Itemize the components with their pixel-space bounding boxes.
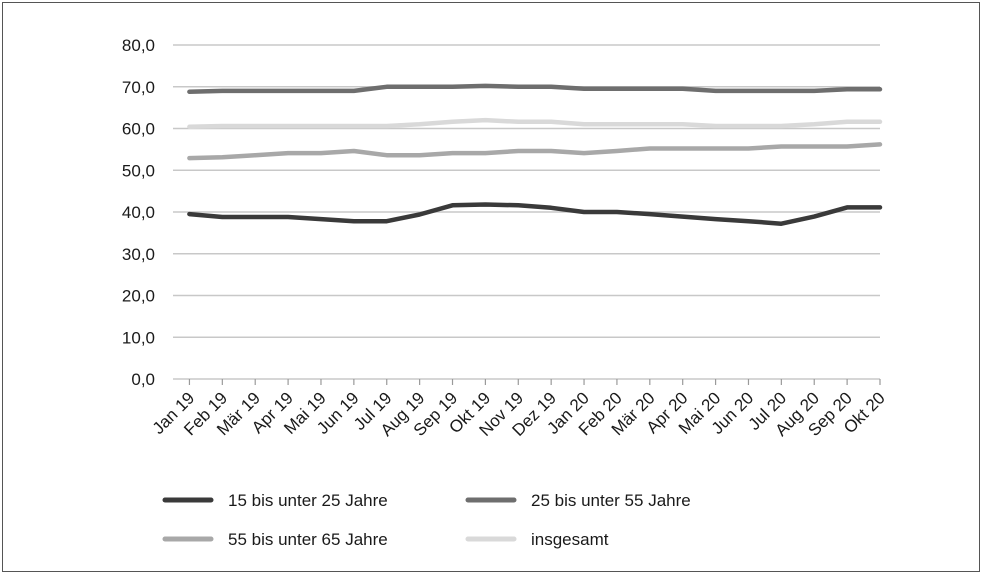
legend: 15 bis unter 25 Jahre 25 bis unter 55 Jah… bbox=[162, 491, 691, 549]
y-tick-label: 30,0 bbox=[122, 245, 155, 264]
series-line-4 bbox=[187, 117, 883, 130]
y-tick-label: 70,0 bbox=[122, 78, 155, 97]
y-tick-label: 20,0 bbox=[122, 287, 155, 306]
y-tick-label: 80,0 bbox=[122, 36, 155, 55]
y-tick-label: 10,0 bbox=[122, 328, 155, 347]
y-tick-label: 50,0 bbox=[122, 161, 155, 180]
series-lines bbox=[187, 83, 883, 226]
y-tick-label: 0,0 bbox=[131, 370, 155, 389]
y-axis: 0,0 10,0 20,0 30,0 40,0 50,0 60,0 70,0 80,0 bbox=[122, 36, 155, 389]
y-tick-label: 60,0 bbox=[122, 120, 155, 139]
legend-label: 25 bis unter 55 Jahre bbox=[531, 491, 691, 510]
series-line-2 bbox=[187, 83, 883, 95]
series-line-1 bbox=[187, 202, 883, 226]
series-line-3 bbox=[187, 142, 883, 161]
legend-label: 55 bis unter 65 Jahre bbox=[228, 530, 388, 549]
gridlines bbox=[173, 44, 880, 380]
y-tick-label: 40,0 bbox=[122, 203, 155, 222]
legend-label: 15 bis unter 25 Jahre bbox=[228, 491, 388, 510]
legend-label: insgesamt bbox=[531, 530, 609, 549]
